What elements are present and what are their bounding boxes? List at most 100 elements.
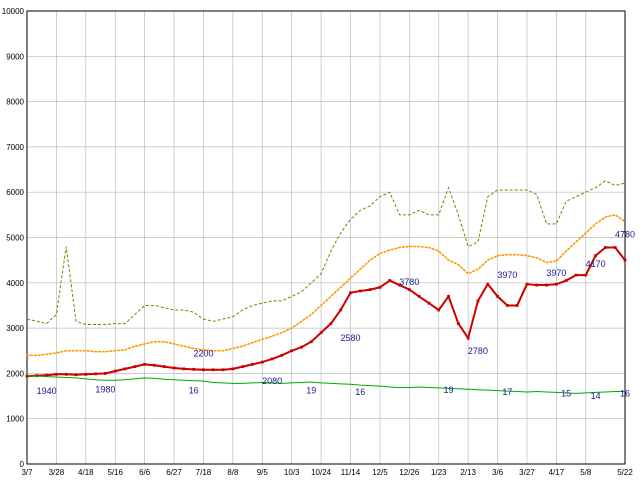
data-point: [270, 357, 274, 361]
data-label: 3780: [399, 277, 419, 287]
x-tick-label: 10/24: [311, 468, 332, 477]
data-point: [55, 372, 58, 376]
data-point: [613, 246, 617, 249]
data-label: 2580: [340, 333, 360, 343]
x-tick-label: 5/8: [580, 468, 592, 477]
data-point: [329, 322, 333, 325]
x-tick-label: 12/5: [372, 468, 388, 477]
data-point: [427, 301, 431, 305]
data-label: 16: [620, 389, 630, 399]
y-tick-label: 1000: [6, 415, 24, 424]
data-label: 4780: [615, 229, 635, 239]
data-label: 4170: [586, 259, 606, 269]
data-label: 14: [591, 391, 601, 401]
data-point: [221, 368, 225, 372]
y-tick-label: 9000: [6, 52, 24, 61]
data-point: [202, 368, 205, 372]
data-point: [574, 273, 578, 277]
data-point: [123, 367, 127, 371]
data-label: 19: [444, 385, 454, 395]
y-tick-label: 4000: [6, 279, 24, 288]
data-point: [594, 254, 597, 258]
data-point: [388, 279, 392, 282]
data-point: [545, 283, 548, 287]
data-point: [211, 368, 215, 372]
x-tick-label: 3/27: [519, 468, 535, 477]
data-label: 3970: [546, 268, 566, 278]
data-point: [554, 282, 558, 286]
data-point: [182, 367, 186, 371]
data-point: [84, 372, 88, 376]
x-tick-label: 4/18: [78, 468, 94, 477]
data-point: [104, 372, 107, 375]
data-point: [192, 367, 196, 371]
data-point: [417, 294, 421, 298]
x-tick-label: 11/14: [341, 468, 361, 477]
data-point: [64, 372, 68, 376]
data-point: [231, 367, 235, 371]
x-tick-label: 5/22: [617, 468, 633, 477]
x-tick-label: 3/6: [492, 468, 504, 477]
data-label: 1980: [95, 384, 115, 394]
data-point: [584, 273, 588, 277]
series-line-upper-dashed: [26, 180, 626, 325]
x-tick-label: 2/13: [460, 468, 476, 477]
data-point: [133, 365, 137, 369]
data-label: 15: [561, 389, 571, 399]
x-tick-label: 6/6: [139, 468, 151, 477]
data-point: [162, 365, 166, 369]
data-point: [564, 279, 568, 282]
data-label: 19: [306, 385, 316, 395]
data-point: [358, 289, 362, 293]
y-tick-label: 0: [20, 460, 25, 469]
y-tick-label: 2000: [6, 369, 24, 378]
data-point: [45, 373, 49, 377]
data-point: [398, 283, 401, 287]
series-line-orange-dotted: [26, 213, 626, 357]
data-label: 16: [189, 385, 199, 395]
data-point: [535, 283, 539, 287]
data-point: [94, 372, 98, 376]
x-tick-label: 6/27: [166, 468, 182, 477]
data-point: [437, 308, 441, 312]
data-point: [496, 294, 499, 298]
data-point: [456, 322, 460, 325]
data-point: [525, 282, 529, 286]
data-point: [368, 288, 372, 291]
data-point: [623, 258, 627, 262]
data-label: 2080: [262, 376, 282, 386]
data-label: 1940: [37, 386, 57, 396]
data-point: [290, 349, 294, 353]
series-line-green-solid: [26, 375, 625, 394]
x-tick-label: 5/16: [107, 468, 123, 477]
data-point: [349, 291, 352, 295]
data-point: [74, 373, 78, 377]
data-label: 2780: [468, 346, 488, 356]
x-tick-label: 9/5: [257, 468, 269, 477]
y-tick-label: 3000: [6, 324, 24, 333]
data-point: [153, 363, 156, 367]
x-tick-label: 3/7: [21, 468, 33, 477]
data-point: [280, 353, 284, 357]
data-point: [241, 365, 245, 369]
data-point: [260, 360, 264, 364]
data-point: [476, 299, 480, 303]
data-point: [407, 288, 411, 291]
x-tick-label: 4/17: [549, 468, 565, 477]
data-label: 16: [355, 387, 365, 397]
data-label: 17: [502, 387, 512, 397]
x-tick-label: 7/18: [196, 468, 212, 477]
x-tick-label: 10/3: [284, 468, 300, 477]
y-tick-label: 7000: [6, 143, 24, 152]
y-tick-label: 10000: [2, 7, 25, 16]
y-tick-label: 6000: [6, 188, 24, 197]
data-point: [339, 308, 343, 312]
data-point: [486, 282, 490, 286]
y-tick-label: 5000: [6, 234, 24, 243]
x-tick-label: 1/23: [431, 468, 447, 477]
data-label: 2200: [193, 348, 213, 358]
data-point: [466, 336, 470, 340]
data-point: [251, 362, 254, 366]
